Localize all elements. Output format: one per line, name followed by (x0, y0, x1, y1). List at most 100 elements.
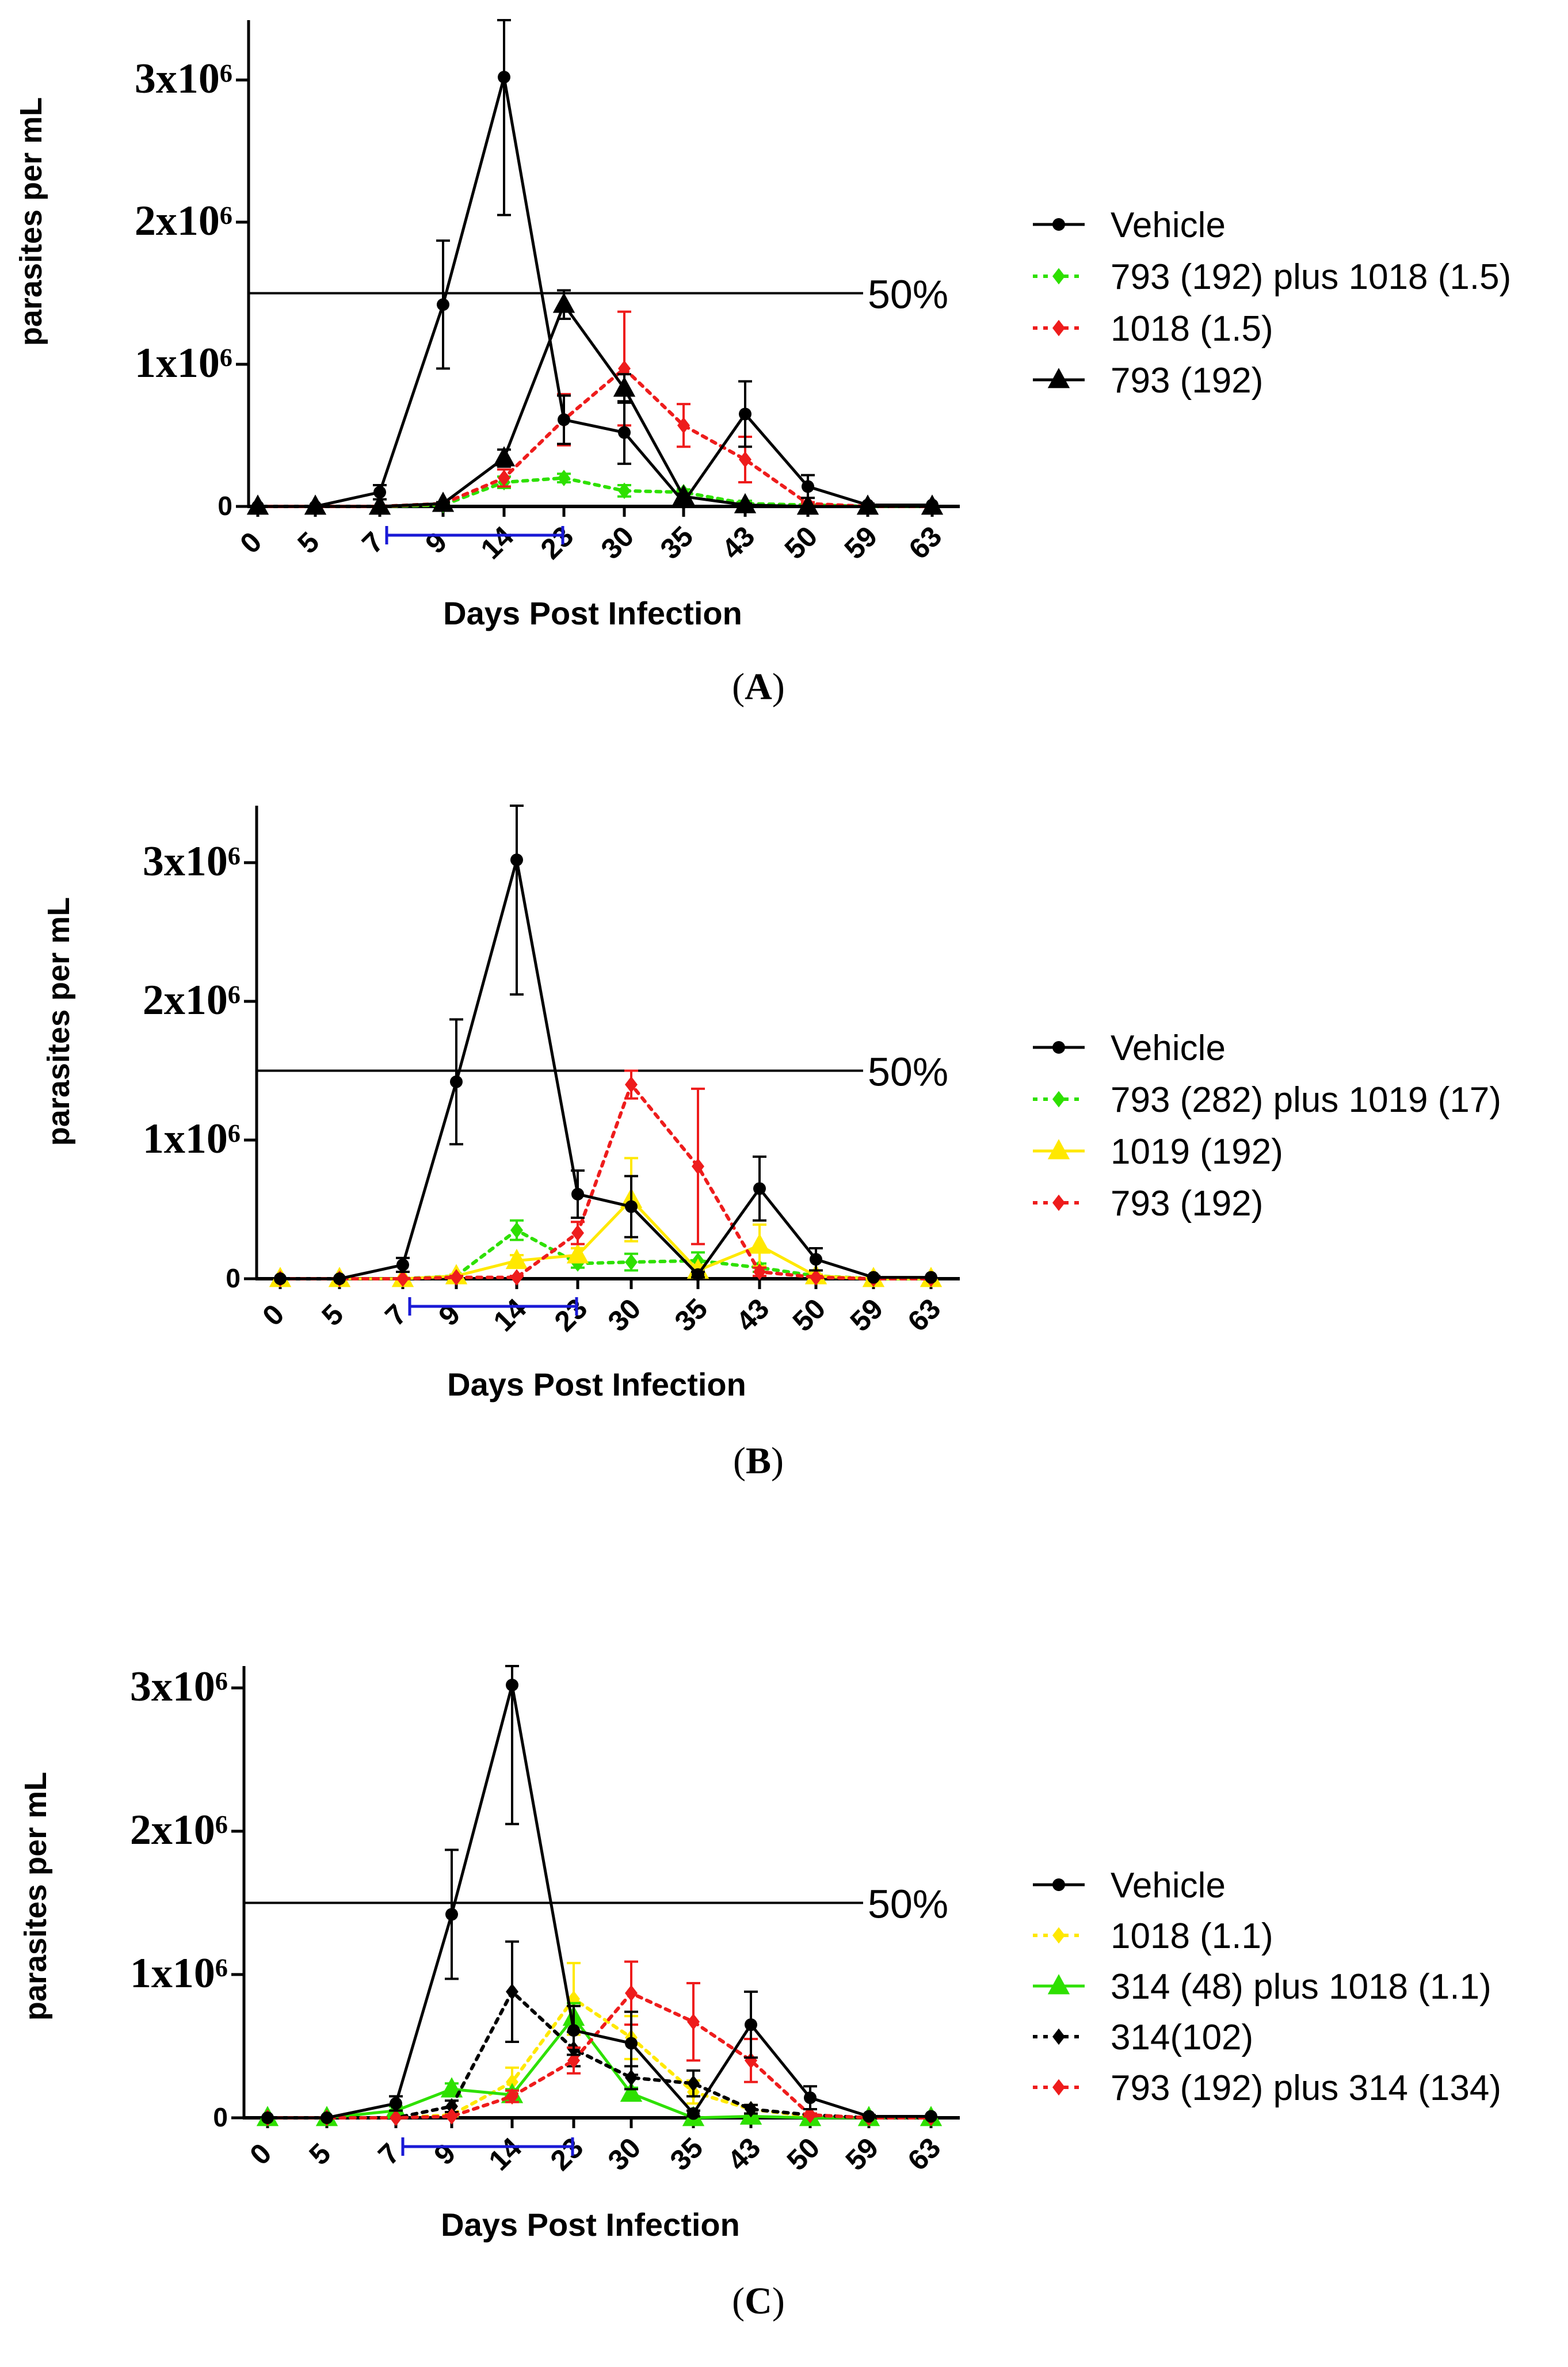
data-point (863, 2110, 875, 2123)
legend-label: 793 (192) plus 1018 (1.5) (1111, 257, 1511, 297)
data-point (618, 360, 631, 377)
data-point (745, 2101, 757, 2118)
data-point (571, 1255, 584, 1272)
x-axis-title: Days Post Infection (443, 595, 742, 631)
y-tick-label: 1x10⁶ (130, 1950, 228, 1997)
data-point (810, 1269, 822, 1286)
legend: Vehicle 1018 (1.1) 314 (48) plus 1018 (1.1… (1033, 1866, 1501, 2108)
legend-label: 1019 (192) (1111, 1132, 1283, 1172)
data-point (396, 1270, 409, 1287)
legend-item: 1019 (192) (1033, 1132, 1283, 1172)
data-point (251, 500, 264, 513)
data-point (753, 1182, 766, 1195)
legend-label: 314(102) (1111, 2018, 1253, 2057)
data-point (552, 292, 575, 313)
data-point (450, 1269, 463, 1286)
legend-swatch-marker (1047, 368, 1070, 388)
series-vehicle (251, 19, 938, 513)
data-point (567, 2052, 580, 2069)
data-point (558, 413, 570, 426)
data-point (796, 494, 819, 515)
data-point (867, 1271, 880, 1284)
legend-label: 793 (192) (1111, 361, 1263, 401)
data-point (396, 1258, 409, 1271)
y-tick-label: 2x10⁶ (143, 977, 241, 1024)
legend-item: 793 (192) plus 314 (134) (1033, 2068, 1501, 2108)
y-tick-label: 0 (213, 2102, 228, 2132)
data-point (734, 493, 757, 513)
series-line (278, 1198, 933, 1280)
data-point (333, 1272, 346, 1285)
data-point (861, 498, 874, 512)
data-point (437, 298, 449, 311)
legend-item: 314(102) (1033, 2018, 1253, 2057)
series-vehicle (261, 1665, 937, 2124)
y-tick-label: 2x10⁶ (135, 197, 232, 245)
legend-swatch-marker (1047, 1139, 1070, 1160)
data-point (620, 2081, 643, 2102)
legend-item: 314 (48) plus 1018 (1.1) (1033, 1967, 1491, 2007)
data-point (373, 486, 386, 499)
reference-line-label: 50% (868, 1882, 948, 1927)
data-point (566, 1243, 589, 1264)
data-point (739, 451, 751, 468)
legend-label: 793 (192) plus 314 (134) (1111, 2068, 1501, 2108)
legend-swatch-marker (1052, 1194, 1065, 1211)
data-point (926, 498, 938, 512)
reference-line-label: 50% (868, 272, 948, 317)
data-point (625, 2037, 638, 2050)
data-point (445, 1908, 458, 1921)
data-point (309, 500, 322, 513)
legend-item: 793 (192) plus 1018 (1.5) (1033, 257, 1511, 297)
legend-item: Vehicle (1033, 1866, 1226, 1905)
data-point (445, 2098, 458, 2115)
panel-label: (C) (732, 2280, 785, 2322)
y-tick-label: 3x10⁶ (135, 55, 232, 102)
panel-label-close: ) (772, 666, 785, 708)
legend-item: 793 (192) (1033, 1184, 1263, 1223)
legend-label: 314 (48) plus 1018 (1.1) (1111, 1967, 1491, 2007)
legend-item: 793 (282) plus 1019 (17) (1033, 1080, 1501, 1120)
data-point (613, 376, 636, 397)
y-axis-title: parasites per mL (18, 1772, 53, 2021)
y-axis-title: parasites per mL (41, 897, 76, 1146)
legend: Vehicle 793 (192) plus 1018 (1.5) 1018 (1.… (1033, 205, 1511, 401)
series-line (266, 1684, 933, 2120)
data-point (618, 426, 631, 439)
x-axis-title: Days Post Infection (447, 1366, 746, 1402)
data-point (261, 2111, 274, 2124)
data-point (804, 2106, 817, 2124)
data-point (625, 1253, 638, 1271)
data-point (510, 1222, 523, 1238)
data-point (625, 1076, 638, 1093)
data-point (450, 1075, 463, 1088)
data-point (493, 446, 516, 467)
series-line (278, 859, 933, 1280)
series-line (256, 366, 934, 508)
treatment-window-bracket (401, 2137, 574, 2156)
data-point (510, 853, 523, 867)
legend-label: 1018 (1.5) (1111, 309, 1273, 349)
data-point (506, 1679, 518, 1692)
series-line (266, 2015, 933, 2120)
legend-swatch-marker (1052, 1091, 1065, 1108)
data-point (321, 2111, 333, 2124)
data-point (802, 480, 814, 493)
legend: Vehicle 793 (282) plus 1019 (17) 1019 (192… (1033, 1028, 1501, 1223)
y-axis-title: parasites per mL (14, 97, 48, 346)
legend-item: Vehicle (1033, 1028, 1226, 1068)
panel-label-close: ) (771, 1440, 784, 1482)
data-point (510, 1269, 523, 1286)
data-point (692, 1158, 704, 1175)
legend-swatch-marker (1052, 319, 1065, 337)
data-point (677, 495, 690, 509)
legend-label: Vehicle (1111, 1866, 1226, 1905)
data-point (505, 1248, 528, 1270)
data-point (558, 470, 570, 486)
legend-item: Vehicle (1033, 205, 1226, 245)
data-point (692, 1268, 704, 1281)
